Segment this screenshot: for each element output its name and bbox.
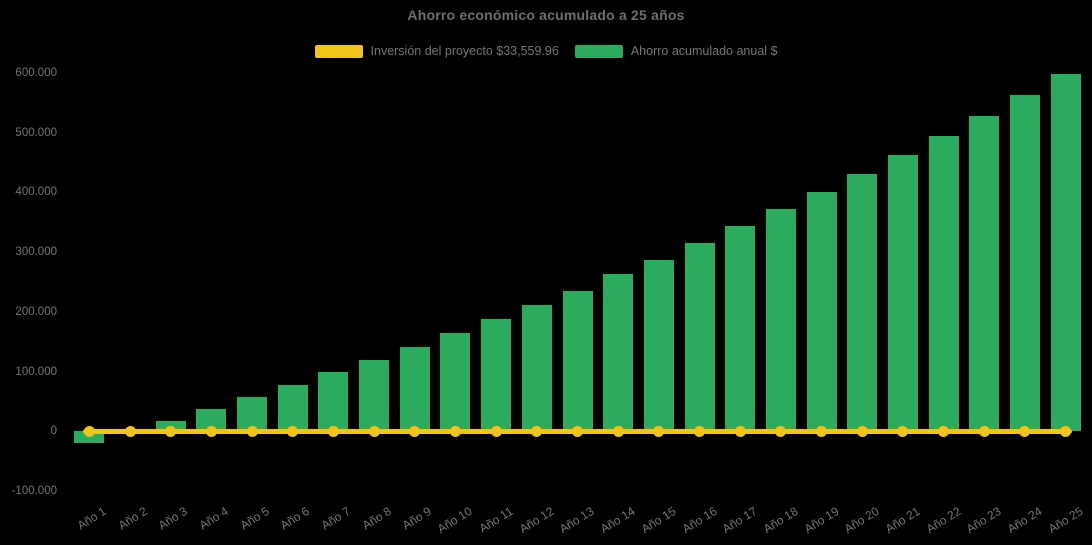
x-axis-label-año-18: Año 18 [760, 504, 801, 537]
x-axis-label-año-10: Año 10 [435, 504, 475, 537]
bar-año-24 [1009, 95, 1040, 432]
investment-line-marker [897, 425, 909, 437]
bar-año-21 [887, 155, 918, 432]
x-axis-label-año-20: Año 20 [842, 504, 882, 537]
y-axis-tick-label: 600.000 [15, 67, 57, 79]
investment-line-marker [775, 425, 787, 437]
x-axis-label-año-2: Año 2 [115, 504, 150, 533]
y-axis-tick-label: 500.000 [15, 126, 57, 139]
investment-line-marker [449, 425, 461, 437]
x-axis-label-año-22: Año 22 [923, 504, 964, 537]
x-axis-label-año-3: Año 3 [156, 504, 191, 533]
x-axis-label-año-12: Año 12 [516, 504, 557, 537]
x-axis-label-año-11: Año 11 [476, 504, 516, 536]
investment-line-marker [490, 425, 502, 437]
investment-line-marker [531, 425, 543, 437]
legend-label-investment: Inversión del proyecto $33,559.96 [370, 44, 559, 58]
bar-año-9 [399, 347, 430, 432]
y-axis-tick-label: 300.000 [15, 246, 57, 259]
bar-año-6 [277, 384, 308, 432]
investment-line-marker [287, 425, 299, 437]
x-axis-label-año-4: Año 4 [196, 504, 231, 533]
bar-año-11 [481, 319, 512, 432]
x-axis-label-año-9: Año 9 [400, 504, 435, 533]
bar-año-16 [684, 243, 715, 432]
bar-año-10 [440, 332, 471, 432]
legend-item-savings[interactable]: Ahorro acumulado anual $ [574, 44, 778, 58]
x-axis-label-año-14: Año 14 [597, 504, 638, 537]
chart-title: Ahorro económico acumulado a 25 años [407, 7, 685, 23]
bar-año-23 [969, 115, 1000, 432]
bar-año-19 [806, 192, 837, 432]
investment-line-marker [165, 425, 177, 437]
y-axis-tick-label: 100.000 [15, 365, 57, 378]
investment-line-marker [83, 425, 95, 437]
bar-año-22 [928, 136, 959, 432]
investment-line-marker [978, 425, 990, 437]
legend-item-investment[interactable]: Inversión del proyecto $33,559.96 [314, 44, 559, 58]
investment-swatch-icon [314, 44, 363, 58]
chart-legend: Inversión del proyecto $33,559.96 Ahorro… [0, 44, 1092, 58]
investment-line-marker [653, 425, 665, 437]
investment-line-marker [612, 425, 624, 437]
investment-line-marker [694, 425, 706, 437]
bar-año-7 [318, 371, 349, 432]
bar-año-1 [74, 431, 105, 443]
x-axis-label-año-15: Año 15 [638, 504, 679, 537]
legend-label-savings: Ahorro acumulado anual $ [630, 44, 778, 58]
x-axis-label-año-17: Año 17 [719, 504, 760, 537]
bar-año-20 [847, 173, 878, 432]
investment-line-marker [368, 425, 380, 437]
investment-line-marker [409, 425, 421, 437]
bar-año-12 [521, 304, 552, 432]
x-axis-label-año-25: Año 25 [1045, 504, 1086, 537]
investment-line-marker [734, 425, 746, 437]
investment-line-marker [246, 425, 258, 437]
x-axis-label-año-24: Año 24 [1004, 504, 1045, 537]
x-axis-label-año-23: Año 23 [964, 504, 1004, 537]
x-axis-label-año-16: Año 16 [679, 504, 719, 537]
bar-año-15 [643, 259, 674, 432]
bar-año-13 [562, 290, 593, 432]
x-axis-label-año-21: Año 21 [882, 504, 923, 537]
bar-año-18 [765, 209, 796, 432]
investment-line-marker [205, 425, 217, 437]
x-axis-label-año-1: Año 1 [74, 504, 109, 533]
investment-line-marker [816, 425, 828, 437]
x-axis-label-año-8: Año 8 [359, 504, 394, 533]
investment-line-marker [572, 425, 583, 437]
investment-line-marker [1060, 425, 1072, 437]
investment-line-marker [327, 425, 339, 437]
bar-año-4 [196, 409, 227, 432]
bar-año-17 [725, 225, 756, 432]
y-axis-tick-label: -100.000 [11, 485, 57, 497]
x-axis-label-año-13: Año 13 [557, 504, 597, 537]
bar-año-25 [1050, 74, 1081, 432]
savings-swatch-icon [574, 44, 623, 58]
bar-año-8 [359, 359, 390, 432]
y-axis-tick-label: 200.000 [15, 305, 57, 318]
y-axis-tick-label: 0 [50, 425, 57, 438]
y-axis-tick-label: 400.000 [15, 186, 57, 199]
x-axis-label-año-5: Año 5 [237, 504, 272, 533]
investment-line-marker [856, 425, 868, 437]
x-axis-label-año-6: Año 6 [278, 504, 313, 533]
investment-line-marker [938, 425, 950, 437]
x-axis-label-año-7: Año 7 [318, 504, 353, 533]
bar-año-5 [237, 396, 268, 432]
x-axis-label-año-19: Año 19 [801, 504, 842, 537]
investment-line-marker [1019, 425, 1031, 437]
investment-line-marker [124, 425, 136, 437]
bar-año-14 [603, 274, 634, 432]
